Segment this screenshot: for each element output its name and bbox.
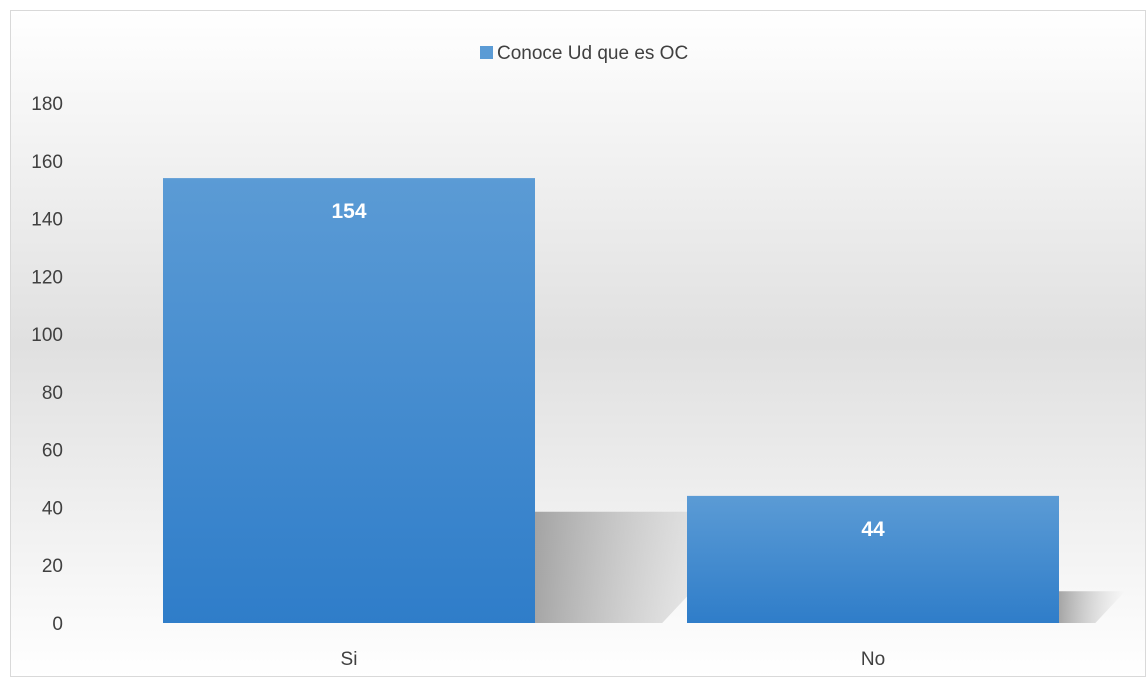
y-tick-label: 140 (31, 210, 63, 231)
y-tick-label: 60 (42, 441, 63, 462)
bar-chart: 0 20 40 60 80 100 120 140 160 180 154 44 Si No Cono… (11, 11, 1145, 676)
chart-frame: 0 20 40 60 80 100 120 140 160 180 154 44 Si No Cono… (10, 10, 1146, 677)
y-tick-label: 120 (31, 267, 63, 288)
bar-no (687, 495, 1059, 623)
x-tick-label: Si (341, 649, 358, 670)
legend: Conoce Ud que es OC (480, 43, 688, 64)
y-tick-label: 40 (42, 498, 63, 519)
y-tick-label: 100 (31, 325, 63, 346)
legend-swatch (480, 46, 493, 59)
x-axis: Si No (341, 649, 886, 670)
bar-si (163, 178, 535, 623)
y-tick-label: 160 (31, 152, 63, 173)
legend-label: Conoce Ud que es OC (497, 43, 688, 64)
data-label: 154 (331, 200, 366, 223)
bar-shadow (1059, 591, 1126, 623)
y-tick-label: 20 (42, 556, 63, 577)
bars: 154 44 (163, 178, 1059, 623)
y-tick-label: 80 (42, 383, 63, 404)
y-tick-label: 180 (31, 94, 63, 115)
y-tick-label: 0 (52, 614, 63, 635)
y-axis: 0 20 40 60 80 100 120 140 160 180 (31, 94, 63, 635)
x-tick-label: No (861, 649, 885, 670)
data-label: 44 (861, 518, 885, 541)
